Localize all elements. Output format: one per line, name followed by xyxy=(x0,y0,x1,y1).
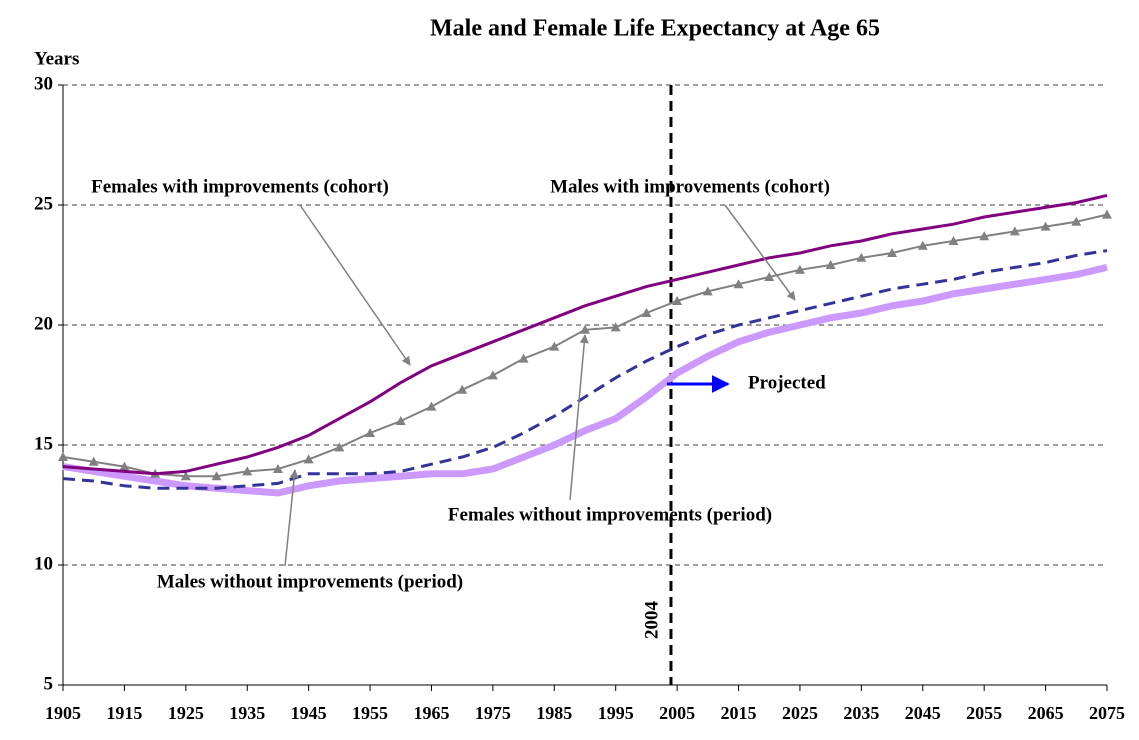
series-marker xyxy=(426,401,437,411)
series-marker xyxy=(242,466,253,476)
series-marker xyxy=(272,464,283,473)
series-marker xyxy=(457,384,468,394)
x-tick-label: 1925 xyxy=(168,703,204,723)
y-axis-label: Years xyxy=(34,48,79,69)
series-annotation: Males without improvements (period) xyxy=(157,571,463,592)
x-tick-label: 1905 xyxy=(45,703,81,723)
x-tick-label: 1975 xyxy=(475,703,511,723)
series-marker xyxy=(641,308,652,317)
series-marker xyxy=(395,416,406,425)
series-marker xyxy=(794,264,805,274)
divider-label: 2004 xyxy=(641,601,662,640)
projection-label: Projected xyxy=(748,372,826,393)
series-marker xyxy=(518,353,529,363)
x-tick-label: 1985 xyxy=(536,703,572,723)
y-tick-label: 5 xyxy=(44,673,54,694)
annotation-arrow xyxy=(299,204,411,366)
series-marker xyxy=(887,248,898,257)
series-marker xyxy=(1040,221,1051,231)
series-marker xyxy=(211,471,222,481)
series-marker xyxy=(88,456,99,466)
series-marker xyxy=(672,296,683,305)
x-tick-label: 2035 xyxy=(843,703,879,723)
y-tick-label: 10 xyxy=(34,553,53,574)
chart-title: Male and Female Life Expectancy at Age 6… xyxy=(430,16,880,42)
series-marker xyxy=(119,461,130,471)
series-marker xyxy=(856,252,867,262)
series-annotation: Males with improvements (cohort) xyxy=(550,176,830,197)
annotation-arrow xyxy=(724,204,796,301)
x-tick-label: 1915 xyxy=(106,703,142,723)
series-annotation: Females without improvements (period) xyxy=(448,504,772,525)
series-marker xyxy=(733,279,744,289)
y-tick-label: 20 xyxy=(34,313,53,334)
series-marker xyxy=(1009,226,1020,236)
series-marker xyxy=(180,471,191,481)
x-tick-label: 1965 xyxy=(413,703,449,723)
series-annotation: Females with improvements (cohort) xyxy=(91,176,389,197)
series-marker xyxy=(580,324,590,334)
series-marker xyxy=(334,442,345,452)
annotation-arrow xyxy=(284,469,299,567)
series-marker xyxy=(825,260,836,269)
x-tick-label: 2005 xyxy=(659,703,695,723)
series-marker xyxy=(58,452,68,461)
x-tick-label: 2015 xyxy=(721,703,757,723)
annotation-arrow xyxy=(569,334,589,501)
x-tick-label: 1995 xyxy=(598,703,634,723)
x-tick-label: 1945 xyxy=(291,703,327,723)
x-tick-label: 1935 xyxy=(229,703,265,723)
x-tick-label: 2065 xyxy=(1028,703,1064,723)
series-line xyxy=(62,193,1108,476)
series-marker xyxy=(549,341,560,351)
series-marker xyxy=(1071,216,1082,226)
series-marker xyxy=(702,286,713,296)
series-marker xyxy=(1102,209,1112,219)
x-tick-label: 2025 xyxy=(782,703,818,723)
y-tick-label: 25 xyxy=(34,193,53,214)
series-marker xyxy=(365,428,376,437)
series-line xyxy=(62,249,1108,490)
series-line xyxy=(62,263,1108,497)
x-tick-label: 2055 xyxy=(966,703,1002,723)
series-marker xyxy=(917,240,928,250)
y-tick-label: 30 xyxy=(34,73,53,94)
series-marker xyxy=(303,454,314,464)
y-tick-label: 15 xyxy=(34,433,53,454)
x-tick-label: 2045 xyxy=(905,703,941,723)
series-marker xyxy=(487,370,498,380)
series-marker xyxy=(948,236,959,245)
series-line xyxy=(62,213,1108,478)
series-marker xyxy=(979,231,990,241)
x-tick-label: 1955 xyxy=(352,703,388,723)
series-marker xyxy=(610,322,621,332)
series-marker xyxy=(764,272,775,281)
x-tick-label: 2075 xyxy=(1089,703,1125,723)
